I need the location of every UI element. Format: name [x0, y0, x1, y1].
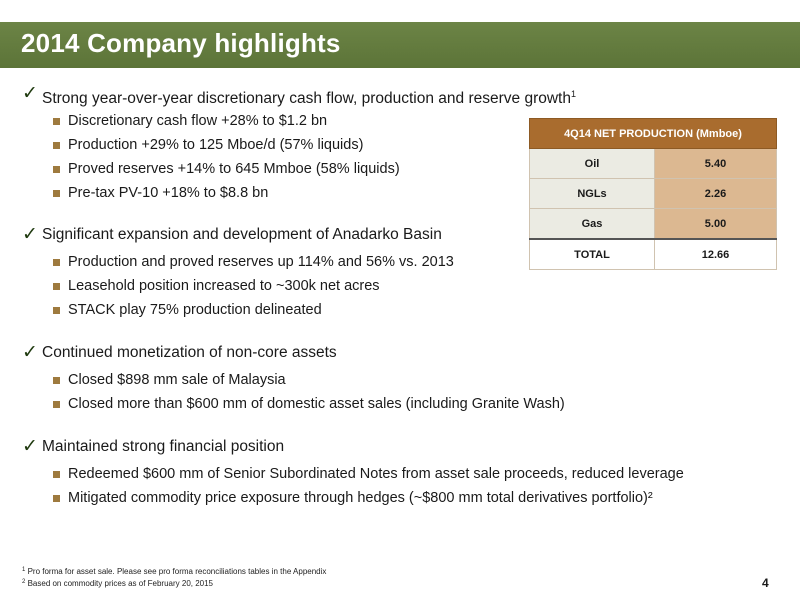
bullet-text: Pre-tax PV-10 +18% to $8.8 bn: [68, 185, 269, 201]
bullet-square-icon: [53, 190, 60, 197]
row-value: 2.26: [654, 178, 777, 209]
section-anadarko: ✓ Significant expansion and development o…: [22, 223, 454, 326]
list-item: Discretionary cash flow +28% to $1.2 bn: [22, 113, 576, 130]
bullet-square-icon: [53, 495, 60, 502]
list-item: Leasehold position increased to ~300k ne…: [22, 278, 454, 295]
bullet-square-icon: [53, 401, 60, 408]
table-header: 4Q14 NET PRODUCTION (Mmboe): [529, 118, 777, 149]
list-item: Pre-tax PV-10 +18% to $8.8 bn: [22, 185, 576, 202]
bullet-square-icon: [53, 377, 60, 384]
list-item: Proved reserves +14% to 645 Mmboe (58% l…: [22, 161, 576, 178]
section-heading: ✓ Maintained strong financial position: [22, 435, 684, 457]
section-heading-text: Significant expansion and development of…: [42, 226, 442, 243]
section-heading-text: Strong year-over-year discretionary cash…: [42, 90, 571, 107]
footnote-marker: 2: [22, 579, 26, 585]
bullet-text: Production +29% to 125 Mboe/d (57% liqui…: [68, 137, 364, 153]
table-row: Oil 5.40: [529, 148, 777, 179]
bullet-square-icon: [53, 307, 60, 314]
list-item: Closed more than $600 mm of domestic ass…: [22, 396, 565, 413]
row-value: 5.40: [654, 148, 777, 179]
row-value: 5.00: [654, 208, 777, 240]
bullet-text: Discretionary cash flow +28% to $1.2 bn: [68, 113, 328, 129]
checkmark-icon: ✓: [22, 435, 38, 457]
section-monetization: ✓ Continued monetization of non-core asse…: [22, 341, 565, 420]
bullet-square-icon: [53, 471, 60, 478]
section-heading: ✓ Strong year-over-year discretionary cas…: [22, 82, 576, 107]
table-row: Gas 5.00: [529, 208, 777, 240]
section-heading-text: Continued monetization of non-core asset…: [42, 344, 337, 361]
list-item: Production and proved reserves up 114% a…: [22, 254, 454, 271]
title-bar: 2014 Company highlights: [0, 22, 800, 68]
bullet-text: Proved reserves +14% to 645 Mmboe (58% l…: [68, 161, 400, 177]
list-item: Mitigated commodity price exposure throu…: [22, 490, 684, 507]
bullet-text: Leasehold position increased to ~300k ne…: [68, 278, 380, 294]
table-row: NGLs 2.26: [529, 178, 777, 209]
list-item: Production +29% to 125 Mboe/d (57% liqui…: [22, 137, 576, 154]
bullet-square-icon: [53, 166, 60, 173]
list-item: Closed $898 mm sale of Malaysia: [22, 372, 565, 389]
net-production-table: 4Q14 NET PRODUCTION (Mmboe) Oil 5.40 NGL…: [529, 118, 777, 270]
list-item: STACK play 75% production delineated: [22, 302, 454, 319]
bullet-text: STACK play 75% production delineated: [68, 302, 322, 318]
bullet-square-icon: [53, 259, 60, 266]
bullet-text: Closed more than $600 mm of domestic ass…: [68, 396, 565, 412]
page-title: 2014 Company highlights: [21, 28, 341, 58]
footnote-text: Pro forma for asset sale. Please see pro…: [27, 567, 327, 576]
bullet-text: Mitigated commodity price exposure throu…: [68, 490, 653, 506]
checkmark-icon: ✓: [22, 223, 38, 245]
page-number: 4: [762, 576, 769, 590]
footnote-marker: 1: [570, 89, 576, 99]
footnote: 2 Based on commodity prices as of Februa…: [22, 577, 326, 589]
section-heading: ✓ Significant expansion and development o…: [22, 223, 454, 245]
list-item: Redeemed $600 mm of Senior Subordinated …: [22, 466, 684, 483]
section-cash-flow: ✓ Strong year-over-year discretionary cas…: [22, 82, 576, 209]
bullet-square-icon: [53, 142, 60, 149]
bullet-square-icon: [53, 283, 60, 290]
row-label: Gas: [529, 208, 655, 240]
footnote-text: Based on commodity prices as of February…: [27, 579, 214, 588]
table-row-total: TOTAL 12.66: [529, 238, 777, 270]
checkmark-icon: ✓: [22, 341, 38, 363]
bullet-text: Redeemed $600 mm of Senior Subordinated …: [68, 466, 684, 482]
row-label: Oil: [529, 148, 655, 179]
footnote: 1 Pro forma for asset sale. Please see p…: [22, 565, 326, 577]
row-label: NGLs: [529, 178, 655, 209]
section-heading: ✓ Continued monetization of non-core asse…: [22, 341, 565, 363]
bullet-text: Production and proved reserves up 114% a…: [68, 254, 454, 270]
checkmark-icon: ✓: [22, 82, 38, 104]
row-value: 12.66: [654, 238, 777, 270]
section-financial-position: ✓ Maintained strong financial position Re…: [22, 435, 684, 514]
footnotes: 1 Pro forma for asset sale. Please see p…: [22, 565, 326, 589]
row-label: TOTAL: [529, 238, 655, 270]
footnote-marker: 1: [22, 567, 26, 573]
section-heading-text: Maintained strong financial position: [42, 438, 285, 455]
bullet-square-icon: [53, 118, 60, 125]
bullet-text: Closed $898 mm sale of Malaysia: [68, 372, 286, 388]
